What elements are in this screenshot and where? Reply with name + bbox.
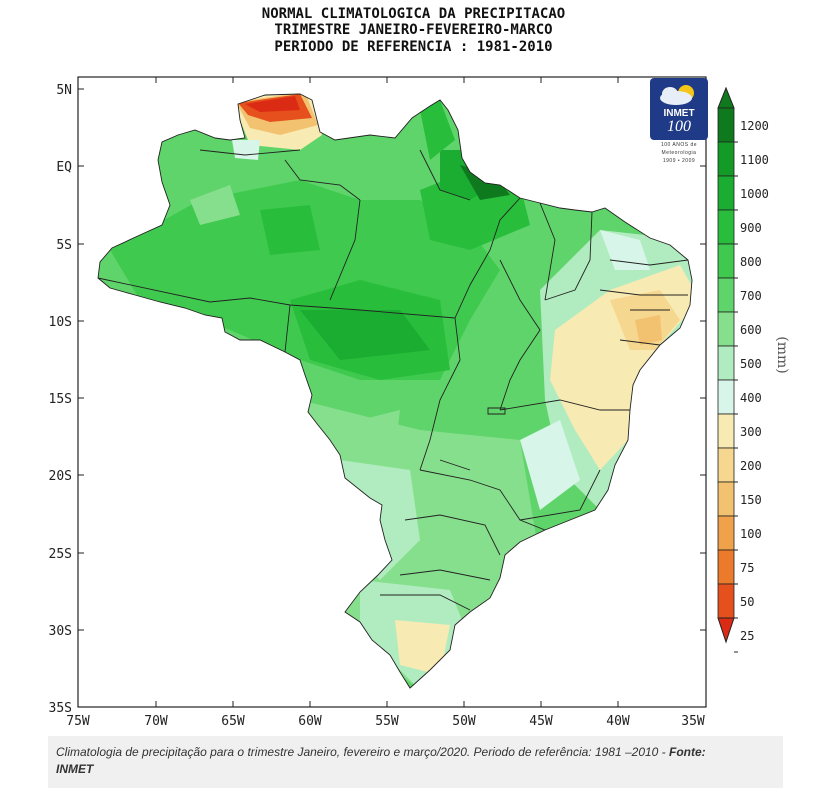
lat-label: 30S [49,624,72,639]
colorbar-label: 200 [740,459,762,473]
colorbar-swatch [717,345,735,381]
lon-label: 75W [66,714,90,729]
colorbar-label: 150 [740,493,762,507]
colorbar-label: 50 [740,595,754,609]
lon-label: 65W [221,714,245,729]
colorbar-label: 75 [740,561,754,575]
colorbar-bottom-arrow [717,617,735,644]
colorbar-label: 1000 [740,187,769,201]
lat-label: 15S [49,392,72,407]
inmet-logo-box: INMET 100 [650,78,708,140]
colorbar-swatch [717,107,735,143]
inmet-logo-name: INMET [663,108,695,119]
inmet-logo-subtitle-1: 100 ANOS de [660,142,698,148]
colorbar-swatch [717,447,735,483]
colorbar-label: 800 [740,255,762,269]
lat-label: 25S [49,547,72,562]
map-title-line1: NORMAL CLIMATOLOGICA DA PRECIPITACAO [261,6,566,22]
map-title-line3: PERIODO DE REFERENCIA : 1981-2010 [274,39,553,55]
inmet-logo-subtitle-2: Meteorologia [661,150,697,156]
lat-label: 5S [56,238,72,253]
caption-text: Climatologia de precipitação para o trim… [56,745,670,759]
map-title-line2: TRIMESTRE JANEIRO-FEVEREIRO-MARCO [274,22,553,38]
colorbar-swatch [717,311,735,347]
caption-source-label: Fonte: [669,745,706,759]
colorbar-swatch [717,379,735,415]
colorbar-swatch [717,481,735,517]
colorbar-label: 900 [740,221,762,235]
inmet-logo: INMET 100 100 ANOS de Meteorologia 1909 … [650,78,708,170]
colorbar-label: 400 [740,391,762,405]
colorbar-label: 600 [740,323,762,337]
colorbar-swatch [717,175,735,211]
lat-label: 5N [56,83,72,98]
lon-label: 35W [681,714,705,729]
lon-ticks [155,77,619,707]
colorbar-swatch [717,413,735,449]
colorbar-label: 1200 [740,119,769,133]
colorbar: 1200 1100 1000 900 800 700 600 500 400 300 200 150 1… [717,86,769,653]
colorbar-swatch [717,209,735,245]
colorbar-label: 25 [740,629,754,643]
state-borders [97,93,693,689]
caption-source: INMET [56,762,94,776]
colorbar-swatch [717,515,735,551]
lat-label: EQ [56,160,72,175]
lat-label: 10S [49,315,72,330]
inmet-logo-subtitle-3: 1909 • 2009 [662,158,696,164]
figure-caption: Climatologia de precipitação para o trim… [48,736,783,788]
colorbar-label: 500 [740,357,762,371]
lat-label: 35S [49,701,72,716]
sun-cloud-icon [660,85,694,105]
latitude-axis: 5N EQ 5S 10S 15S 20S 25S 30S 35S [49,83,73,716]
colorbar-swatch [717,141,735,177]
colorbar-swatch [717,277,735,313]
colorbar-swatch [717,549,735,585]
precipitation-map: 5N EQ 5S 10S 15S 20S 25S 30S 35S 75W 70W… [49,76,790,729]
lon-label: 50W [452,714,476,729]
lat-ticks [78,88,706,631]
longitude-axis: 75W 70W 65W 60W 55W 50W 45W 40W 35W [66,714,705,729]
lon-label: 55W [375,714,399,729]
inmet-logo-number: 100 [667,118,691,135]
colorbar-label: 1100 [740,153,769,167]
lon-label: 45W [529,714,553,729]
colorbar-label: 100 [740,527,762,541]
lon-label: 60W [298,714,322,729]
lat-label: 20S [49,469,72,484]
colorbar-label: 700 [740,289,762,303]
colorbar-unit: (mm) [774,336,790,373]
colorbar-label: 300 [740,425,762,439]
lon-label: 70W [144,714,168,729]
lon-label: 40W [606,714,630,729]
colorbar-top-arrow [717,86,735,109]
colorbar-swatch [717,243,735,279]
colorbar-swatch [717,583,735,619]
